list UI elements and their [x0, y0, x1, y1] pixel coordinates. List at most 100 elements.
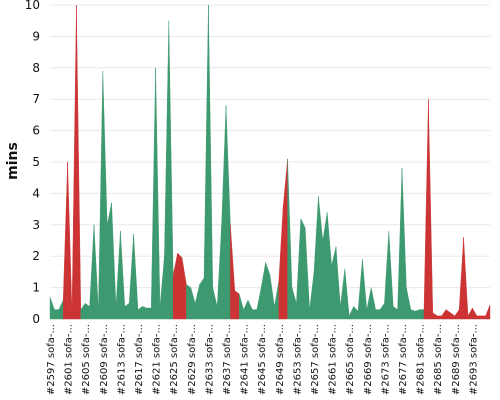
build-area	[142, 306, 147, 320]
build-area	[335, 246, 341, 320]
failed-build-area	[283, 158, 288, 320]
build-area	[366, 287, 372, 320]
x-tick-label: #2625 sofa-...	[169, 324, 180, 395]
build-area	[164, 20, 169, 320]
x-tick-label: #2597 sofa-...	[46, 324, 57, 395]
build-area	[58, 300, 64, 320]
build-area	[291, 287, 297, 320]
y-tick-label: 10	[25, 0, 40, 12]
build-area	[388, 231, 394, 320]
build-area	[393, 306, 398, 320]
failed-build-area	[445, 309, 451, 320]
y-tick-label: 3	[32, 218, 40, 232]
failed-build-area	[441, 308, 447, 320]
failed-build-area	[432, 312, 438, 320]
build-area	[401, 168, 407, 320]
build-area	[318, 196, 323, 320]
y-tick-labels: 0 1 2 3 4 5 6 7 8 9 10	[25, 0, 40, 326]
failed-build-area	[181, 257, 187, 320]
x-tick-label: #2621 sofa-...	[152, 324, 163, 395]
build-area	[124, 302, 130, 320]
x-tick-label: #2613 sofa-...	[116, 324, 127, 395]
x-tick-label: #2645 sofa-...	[257, 324, 268, 395]
failed-build-area	[278, 205, 284, 320]
build-area	[120, 231, 125, 320]
failed-build-area	[230, 224, 235, 320]
build-area	[362, 259, 367, 320]
build-area	[269, 275, 275, 320]
y-tick-label: 4	[32, 186, 40, 200]
build-area	[340, 268, 345, 320]
failed-build-area	[476, 315, 482, 320]
build-area	[98, 70, 103, 320]
build-area	[146, 307, 152, 320]
y-tick-label: 2	[32, 249, 40, 263]
build-area	[133, 234, 139, 320]
build-area	[107, 202, 112, 320]
y-tick-label: 7	[32, 92, 40, 106]
build-area	[225, 105, 231, 320]
x-tick-label: #2649 sofa-...	[275, 324, 286, 395]
build-area	[212, 287, 218, 320]
failed-build-area	[463, 237, 469, 320]
build-area	[300, 218, 306, 320]
build-area	[296, 218, 301, 320]
x-tick-label: #2661 sofa-...	[328, 324, 339, 395]
data-points	[50, 5, 490, 316]
build-area	[357, 259, 363, 320]
build-area	[379, 302, 385, 320]
build-area	[190, 287, 196, 320]
build-area	[371, 287, 376, 320]
x-tick-label: #2677 sofa-...	[398, 324, 409, 395]
x-tick-label: #2693 sofa-...	[468, 324, 479, 395]
failed-build-area	[485, 304, 491, 320]
y-tick-label: 9	[32, 29, 40, 43]
x-tick-label: #2681 sofa-...	[416, 324, 427, 395]
failed-build-area	[234, 290, 240, 320]
y-tick-label: 6	[32, 124, 40, 138]
build-area	[331, 246, 337, 320]
build-area	[305, 227, 310, 320]
y-tick-label: 0	[32, 312, 40, 326]
build-area	[243, 300, 249, 320]
x-tick-label: #2673 sofa-...	[380, 324, 391, 395]
failed-build-area	[437, 315, 442, 320]
failed-build-area	[467, 307, 473, 320]
build-area	[111, 202, 117, 320]
build-area	[80, 302, 86, 320]
y-grid	[50, 4, 490, 320]
build-area	[327, 212, 332, 320]
build-area	[217, 224, 222, 320]
build-area	[344, 268, 350, 320]
x-tick-label: #2657 sofa-...	[310, 324, 321, 395]
x-tick-label: #2641 sofa-...	[240, 324, 251, 395]
x-tick-label: #2605 sofa-...	[81, 324, 92, 395]
build-area	[49, 296, 55, 320]
build-area	[256, 287, 262, 320]
failed-build-area	[459, 237, 464, 320]
y-tick-label: 5	[32, 155, 40, 169]
build-area	[85, 302, 90, 320]
build-area	[261, 262, 266, 320]
x-tick-label: #2653 sofa-...	[292, 324, 303, 395]
x-tick-label: #2689 sofa-...	[451, 324, 462, 395]
failed-build-area	[173, 253, 178, 320]
build-area	[186, 284, 191, 320]
build-area	[419, 309, 425, 320]
x-tick-labels: #2597 sofa-... #2601 sofa-... #2605 sofa-.…	[46, 324, 479, 395]
failed-build-area	[423, 99, 429, 320]
build-area	[252, 309, 257, 320]
x-tick-label: #2669 sofa-...	[363, 324, 374, 395]
build-area	[221, 105, 227, 320]
build-area	[375, 309, 381, 320]
build-area	[313, 196, 319, 320]
failed-build-area	[67, 161, 73, 320]
failed-build-area	[177, 252, 183, 320]
failed-build-area	[63, 161, 68, 320]
build-area	[287, 158, 293, 320]
build-area	[384, 231, 389, 320]
build-area	[199, 277, 205, 320]
build-area	[410, 309, 416, 320]
x-tick-label: #2617 sofa-...	[134, 324, 145, 395]
